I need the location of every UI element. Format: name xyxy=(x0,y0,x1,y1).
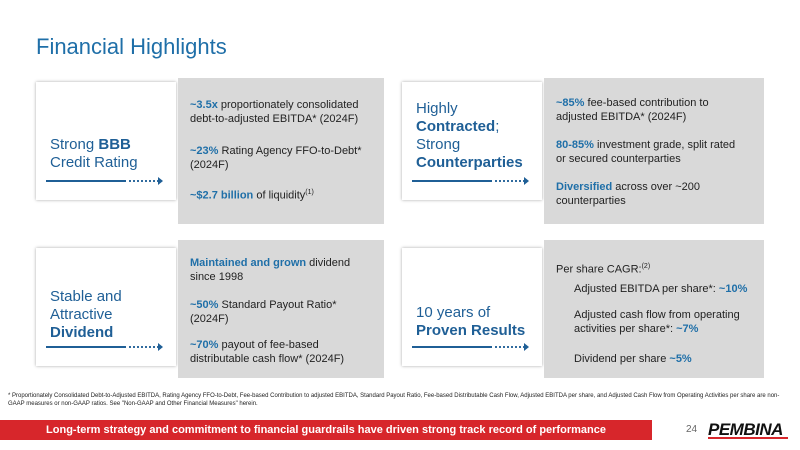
credit-bullet-liquidity: ~$2.7 billion of liquidity(1) xyxy=(190,189,314,202)
results-label: 10 years of Proven Results xyxy=(416,304,526,339)
credit-rating-bbb: BBB xyxy=(98,136,131,153)
results-details: Per share CAGR:(2) Adjusted EBITDA per s… xyxy=(544,240,764,378)
logo-underline xyxy=(708,437,788,439)
contracted-label-box: Highly Contracted; Strong Counterparties xyxy=(402,82,542,200)
results-dividend-per-share: Dividend per share ~5% xyxy=(574,353,692,365)
credit-rating-label-box: Strong BBB Credit Rating xyxy=(36,82,176,200)
credit-rating-label: Strong BBB Credit Rating xyxy=(50,136,138,171)
banner-text: Long-term strategy and commitment to fin… xyxy=(46,424,606,436)
dividend-details: Maintained and grown dividend since 1998… xyxy=(178,240,384,378)
credit-bullet-leverage: ~3.5x proportionately consolidated debt-… xyxy=(190,99,359,125)
contracted-bullet-grade: 80-85% investment grade, split rated or … xyxy=(556,139,736,165)
results-label-box: 10 years of Proven Results xyxy=(402,248,542,366)
dividend-label-box: Stable and Attractive Dividend xyxy=(36,248,176,366)
footnote: * Proportionately Consolidated Debt-to-A… xyxy=(8,393,780,407)
dividend-label: Stable and Attractive Dividend xyxy=(50,288,122,341)
dividend-bullet-payout: ~50% Standard Payout Ratio* (2024F) xyxy=(190,299,337,325)
results-ebitda-per-share: Adjusted EBITDA per share*: ~10% xyxy=(574,283,748,295)
contracted-label: Highly Contracted; Strong Counterparties xyxy=(416,100,523,171)
dividend-bullet-grown: Maintained and grown dividend since 1998 xyxy=(190,257,351,283)
page-title: Financial Highlights xyxy=(36,34,227,59)
logo-text: PEMBINA xyxy=(708,420,783,439)
dividend-bullet-fee-based: ~70% payout of fee-based distributable c… xyxy=(190,339,345,365)
credit-rating-details: ~3.5x proportionately consolidated debt-… xyxy=(178,78,384,224)
results-cashflow-per-share: Adjusted cash flow from operating activi… xyxy=(574,309,740,335)
credit-bullet-ffo: ~23% Rating Agency FFO-to-Debt* (2024F) xyxy=(190,145,362,171)
contracted-details: ~85% fee-based contribution to adjusted … xyxy=(544,78,764,224)
page-number: 24 xyxy=(686,424,698,435)
results-intro: Per share CAGR:(2) xyxy=(556,263,651,276)
pembina-logo: PEMBINA xyxy=(706,418,792,440)
contracted-bullet-fee: ~85% fee-based contribution to adjusted … xyxy=(556,97,709,123)
bottom-banner: Long-term strategy and commitment to fin… xyxy=(0,420,652,440)
contracted-bullet-diversified: Diversified across over ~200 counterpart… xyxy=(556,181,700,207)
